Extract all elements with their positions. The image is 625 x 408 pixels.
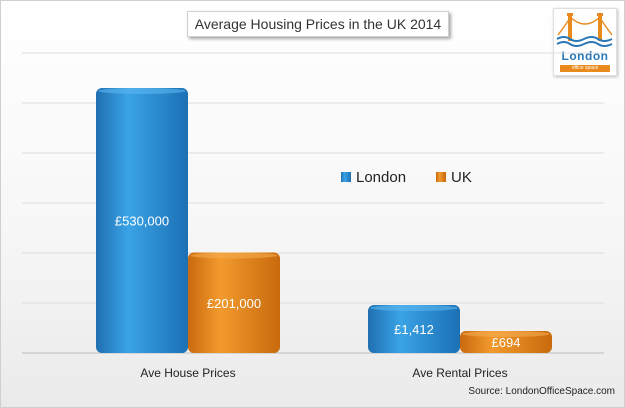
legend-swatch-uk (436, 172, 446, 182)
bar-london-rental (368, 305, 460, 353)
data-label: £530,000 (115, 214, 169, 229)
category-label: Ave House Prices (140, 366, 235, 380)
data-label: £1,412 (394, 322, 434, 337)
london-office-space-logo: London office space (553, 8, 617, 76)
data-label: £201,000 (207, 296, 261, 311)
bar-cap (190, 252, 278, 259)
bar-cap (98, 88, 186, 94)
bar-cap (462, 331, 550, 337)
legend-label-london: London (356, 169, 406, 186)
bar-london-house (96, 88, 188, 353)
source-note: Source: LondonOfficeSpace.com (468, 386, 615, 397)
bar-uk-house (188, 252, 280, 353)
logo-tagline: office space (560, 65, 610, 72)
legend-label-uk: UK (451, 169, 472, 186)
bar-cap (370, 305, 458, 311)
legend-swatch-london (341, 172, 351, 182)
data-label: £694 (492, 335, 521, 350)
bridge-icon (556, 13, 613, 47)
chart-title: Average Housing Prices in the UK 2014 (187, 11, 449, 37)
category-label: Ave Rental Prices (412, 366, 507, 380)
